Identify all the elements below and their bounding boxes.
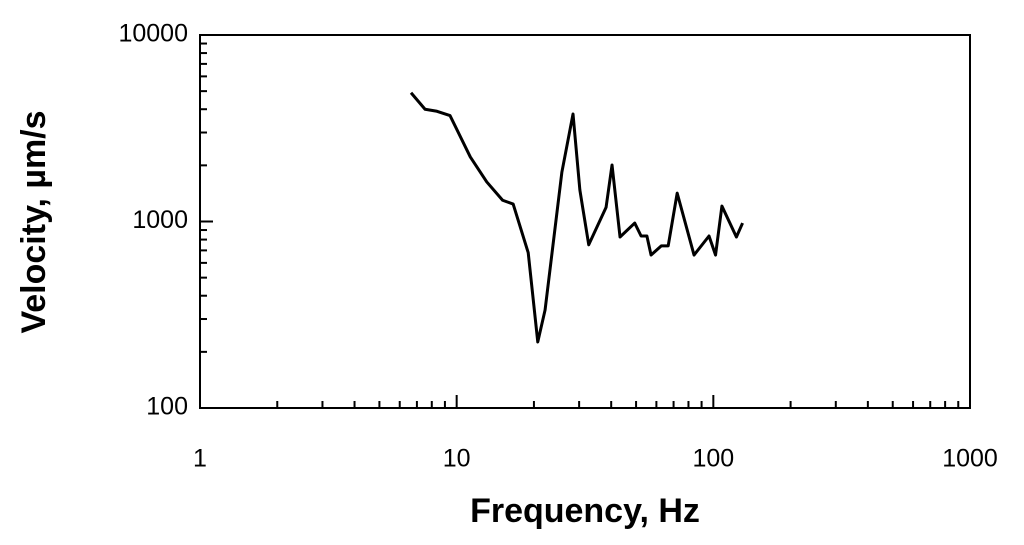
y-tick-label: 10000	[118, 20, 188, 48]
y-tick-label: 1000	[132, 206, 188, 234]
y-axis-title: Velocity, µm/s	[15, 110, 53, 333]
data-line	[409, 91, 744, 344]
x-tick-label: 10	[443, 445, 471, 473]
x-tick-label: 1000	[942, 445, 998, 473]
y-tick-label: 100	[146, 393, 188, 421]
x-axis-title: Frequency, Hz	[470, 492, 700, 530]
x-tick-label: 100	[692, 445, 734, 473]
x-tick-label: 1	[193, 445, 207, 473]
